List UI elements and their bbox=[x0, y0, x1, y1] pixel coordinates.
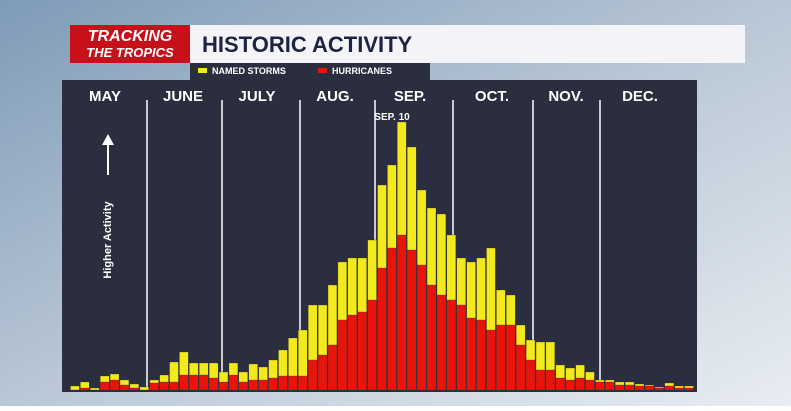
bar bbox=[477, 320, 486, 390]
bar bbox=[100, 382, 109, 390]
bar bbox=[536, 370, 545, 390]
bar bbox=[150, 383, 159, 390]
bar bbox=[199, 375, 208, 390]
chart-title: HISTORIC ACTIVITY bbox=[202, 32, 413, 57]
month-label: OCT. bbox=[475, 88, 509, 105]
badge-text: TRACKING bbox=[88, 28, 172, 45]
bar bbox=[605, 382, 614, 390]
bar bbox=[645, 386, 654, 390]
bar bbox=[397, 235, 406, 390]
bar bbox=[665, 386, 674, 390]
bar bbox=[417, 265, 426, 390]
bar bbox=[249, 380, 258, 390]
bar bbox=[457, 305, 466, 390]
badge-text: THE TROPICS bbox=[86, 45, 174, 60]
bar bbox=[556, 378, 565, 390]
bar bbox=[279, 376, 288, 390]
bar bbox=[635, 386, 644, 390]
bar bbox=[219, 382, 228, 390]
bar bbox=[387, 248, 396, 390]
bar bbox=[546, 370, 555, 390]
bar bbox=[308, 360, 317, 390]
bar bbox=[239, 382, 248, 390]
bar bbox=[368, 300, 377, 390]
bar bbox=[110, 380, 119, 390]
bar bbox=[80, 388, 89, 390]
bar bbox=[615, 385, 624, 390]
bar bbox=[140, 387, 149, 390]
bar bbox=[685, 388, 694, 390]
bar bbox=[487, 330, 496, 390]
month-label: AUG. bbox=[316, 88, 354, 105]
bar bbox=[576, 378, 585, 390]
bar bbox=[586, 380, 595, 390]
bar bbox=[269, 378, 278, 390]
bar bbox=[71, 386, 80, 390]
bar bbox=[378, 268, 387, 390]
bar bbox=[130, 388, 139, 390]
bar bbox=[506, 325, 515, 390]
bar bbox=[209, 378, 218, 390]
annotation: SEP. 10 bbox=[374, 112, 410, 123]
bar bbox=[179, 375, 188, 390]
month-label: SEP. bbox=[394, 88, 426, 105]
chart: TRACKING THE TROPICS HISTORIC ACTIVITY S… bbox=[0, 0, 791, 406]
bar bbox=[318, 355, 327, 390]
month-label: DEC. bbox=[622, 88, 658, 105]
bar bbox=[348, 315, 357, 390]
bar bbox=[437, 295, 446, 390]
bar bbox=[328, 345, 337, 390]
bar bbox=[447, 300, 456, 390]
month-label: MAY bbox=[89, 88, 121, 105]
bar bbox=[90, 388, 99, 390]
bar bbox=[259, 380, 268, 390]
bar bbox=[189, 375, 198, 390]
bar bbox=[160, 382, 169, 390]
bar bbox=[288, 376, 297, 390]
y-axis-label: Higher Activity bbox=[102, 201, 114, 279]
bar bbox=[170, 382, 179, 390]
legend-swatch bbox=[318, 68, 327, 73]
bar bbox=[516, 345, 525, 390]
legend-label: NAMED STORMS bbox=[212, 66, 286, 76]
bar bbox=[229, 375, 238, 390]
bar bbox=[566, 380, 575, 390]
month-label: JULY bbox=[239, 88, 276, 105]
bar bbox=[625, 385, 634, 390]
bar bbox=[655, 388, 664, 390]
bar bbox=[526, 360, 535, 390]
bar bbox=[120, 385, 129, 390]
bar bbox=[467, 318, 476, 390]
month-label: NOV. bbox=[548, 88, 583, 105]
bar bbox=[496, 325, 505, 390]
bar bbox=[595, 382, 604, 390]
legend-label: HURRICANES bbox=[332, 66, 392, 76]
bar bbox=[407, 250, 416, 390]
bar bbox=[298, 376, 307, 390]
bar bbox=[338, 320, 347, 390]
legend-swatch bbox=[198, 68, 207, 73]
bar bbox=[427, 285, 436, 390]
bar bbox=[358, 312, 367, 390]
bar bbox=[675, 388, 684, 390]
month-label: JUNE bbox=[163, 88, 203, 105]
